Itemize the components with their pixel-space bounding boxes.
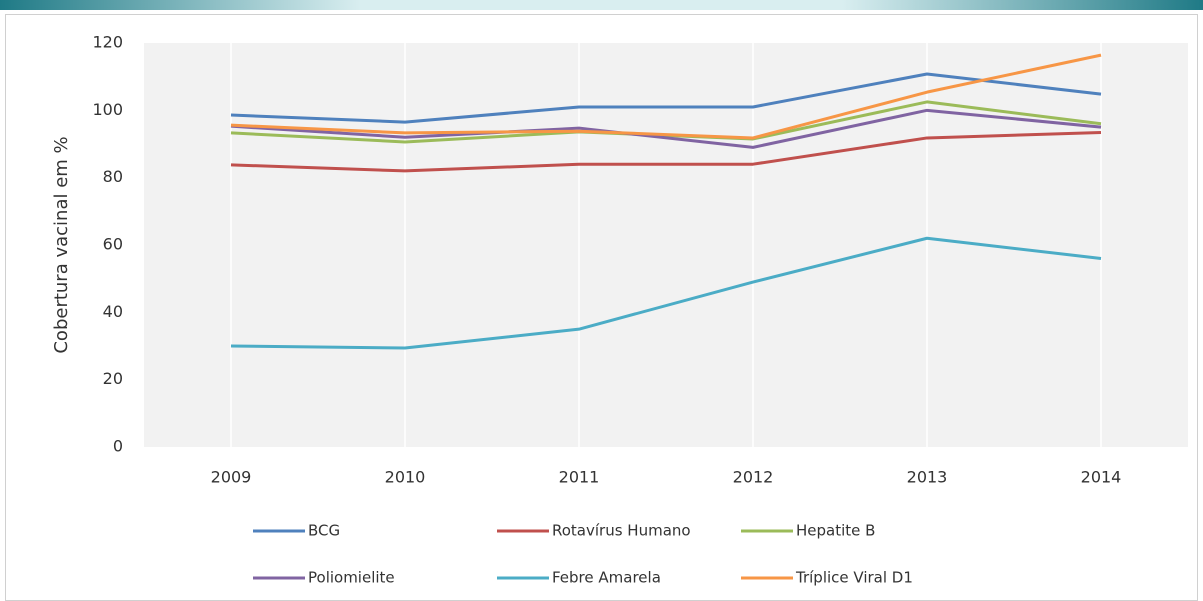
x-tick-label: 2014 [1081,468,1122,487]
series-line [230,131,1102,173]
x-tick-label: 2009 [211,468,252,487]
y-tick-label: 20 [103,369,123,388]
y-tick-label: 100 [92,100,123,119]
legend-label: Poliomielite [308,569,395,587]
y-axis-label: Cobertura vacinal em % [51,136,72,353]
legend-label: Tríplice Viral D1 [795,569,913,587]
y-tick-label: 120 [92,33,123,52]
plot-area [144,43,1188,447]
series-line [230,108,1102,149]
y-tick-label: 40 [103,302,123,321]
series-line [230,72,1102,124]
y-tick-label: 0 [113,437,123,456]
legend-label: BCG [308,522,340,540]
top-banner [0,0,1203,10]
legend-label: Febre Amarela [552,569,661,587]
series-line [230,53,1102,140]
x-tick-label: 2011 [559,468,600,487]
y-tick-label: 80 [103,167,123,186]
x-tick-label: 2012 [733,468,774,487]
legend-label: Rotavírus Humano [552,522,691,540]
series-line [230,236,1102,350]
y-tick-label: 60 [103,235,123,254]
x-tick-label: 2013 [907,468,948,487]
x-tick-label: 2010 [385,468,426,487]
legend-label: Hepatite B [796,522,875,540]
